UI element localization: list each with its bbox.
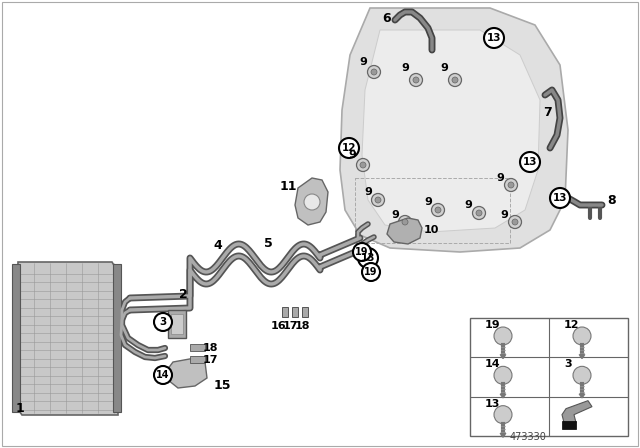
Text: 12: 12 xyxy=(342,143,356,153)
Circle shape xyxy=(550,188,570,208)
Circle shape xyxy=(494,406,512,424)
Bar xyxy=(171,314,183,334)
Circle shape xyxy=(369,270,374,275)
Bar xyxy=(292,307,298,317)
Circle shape xyxy=(435,207,441,213)
Circle shape xyxy=(494,366,512,384)
Text: 11: 11 xyxy=(279,180,297,193)
Text: 9: 9 xyxy=(440,63,448,73)
Text: 1: 1 xyxy=(15,401,24,414)
Text: 473330: 473330 xyxy=(509,432,547,442)
Bar xyxy=(282,307,288,317)
Circle shape xyxy=(356,246,367,258)
Text: 6: 6 xyxy=(383,12,391,25)
Text: 9: 9 xyxy=(464,200,472,210)
Text: 13: 13 xyxy=(553,193,567,203)
Circle shape xyxy=(356,159,369,172)
Circle shape xyxy=(520,152,540,172)
Text: 9: 9 xyxy=(500,210,508,220)
Text: 13: 13 xyxy=(485,399,500,409)
Circle shape xyxy=(360,162,366,168)
Text: 9: 9 xyxy=(424,197,432,207)
Polygon shape xyxy=(295,178,328,225)
Text: 17: 17 xyxy=(202,355,218,365)
Circle shape xyxy=(154,366,172,384)
Circle shape xyxy=(494,327,512,345)
Circle shape xyxy=(512,219,518,225)
Bar xyxy=(470,318,628,436)
Text: 13: 13 xyxy=(361,253,375,263)
Circle shape xyxy=(504,178,518,191)
Circle shape xyxy=(358,248,378,268)
Text: 9: 9 xyxy=(391,210,399,220)
Circle shape xyxy=(367,65,381,78)
Text: 15: 15 xyxy=(213,379,231,392)
Text: 13: 13 xyxy=(523,157,537,167)
Text: 16: 16 xyxy=(270,321,286,331)
Circle shape xyxy=(472,207,486,220)
Text: 3: 3 xyxy=(159,317,166,327)
Bar xyxy=(355,178,510,243)
Circle shape xyxy=(431,203,445,216)
Polygon shape xyxy=(362,30,540,232)
Text: 9: 9 xyxy=(401,63,409,73)
Circle shape xyxy=(413,77,419,83)
Circle shape xyxy=(154,313,172,331)
Text: 8: 8 xyxy=(608,194,616,207)
Text: 9: 9 xyxy=(496,173,504,183)
Text: 18: 18 xyxy=(202,343,218,353)
Circle shape xyxy=(402,219,408,225)
Circle shape xyxy=(375,197,381,203)
Polygon shape xyxy=(167,358,207,388)
Circle shape xyxy=(508,182,514,188)
Text: 7: 7 xyxy=(543,105,552,119)
Text: 3: 3 xyxy=(564,359,572,369)
Text: 13: 13 xyxy=(487,33,501,43)
Circle shape xyxy=(353,243,371,261)
Text: 9: 9 xyxy=(359,57,367,67)
Polygon shape xyxy=(387,218,422,244)
Bar xyxy=(12,264,20,412)
Text: 12: 12 xyxy=(564,320,579,330)
Circle shape xyxy=(371,69,377,75)
Circle shape xyxy=(509,215,522,228)
Text: 19: 19 xyxy=(364,267,378,277)
Text: 14: 14 xyxy=(485,359,500,369)
Bar xyxy=(168,310,186,338)
Circle shape xyxy=(573,366,591,384)
Circle shape xyxy=(399,215,412,228)
Text: 9: 9 xyxy=(348,150,356,160)
Text: 2: 2 xyxy=(179,288,188,301)
Circle shape xyxy=(365,267,376,277)
Circle shape xyxy=(339,138,359,158)
Circle shape xyxy=(452,77,458,83)
Text: 18: 18 xyxy=(294,321,310,331)
Bar xyxy=(190,356,205,363)
Text: 10: 10 xyxy=(423,225,438,235)
Text: 14: 14 xyxy=(156,370,170,380)
Circle shape xyxy=(362,263,380,281)
Circle shape xyxy=(476,210,482,216)
Circle shape xyxy=(449,73,461,86)
Text: 19: 19 xyxy=(355,247,369,257)
Circle shape xyxy=(484,28,504,48)
Circle shape xyxy=(360,250,365,254)
Circle shape xyxy=(410,73,422,86)
Polygon shape xyxy=(562,401,592,422)
Bar xyxy=(302,307,308,317)
Text: 17: 17 xyxy=(282,321,298,331)
Circle shape xyxy=(304,194,320,210)
Polygon shape xyxy=(340,8,568,252)
Circle shape xyxy=(371,194,385,207)
Polygon shape xyxy=(15,262,118,415)
Bar xyxy=(190,344,205,351)
Text: 19: 19 xyxy=(485,320,500,330)
Text: 5: 5 xyxy=(264,237,273,250)
Polygon shape xyxy=(562,421,576,429)
Bar xyxy=(113,264,121,412)
Circle shape xyxy=(573,327,591,345)
Text: 9: 9 xyxy=(364,187,372,197)
Text: 4: 4 xyxy=(214,238,222,251)
